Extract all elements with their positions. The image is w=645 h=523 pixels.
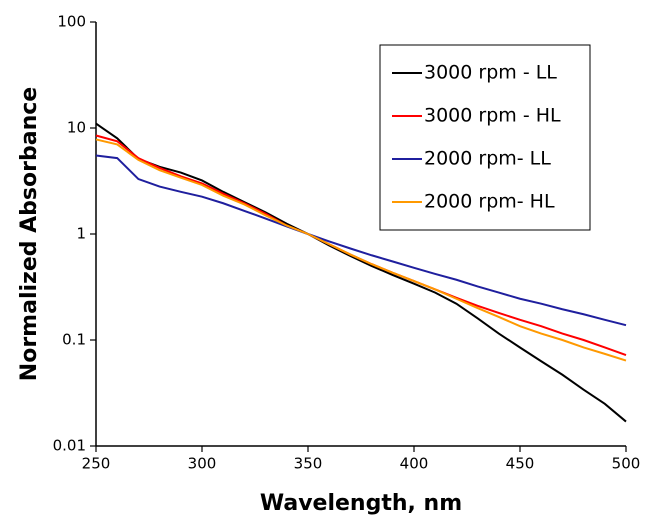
x-tick-label: 450 [506,455,535,473]
x-axis-title: Wavelength, nm [260,491,462,516]
x-tick-label: 300 [188,455,217,473]
x-tick-label: 500 [612,455,641,473]
x-tick-label: 400 [400,455,429,473]
legend-box [379,44,591,231]
legend-label: 3000 rpm - LL [424,62,557,84]
series-line [95,138,627,362]
y-tick-label: 0.01 [53,437,86,455]
x-tick-label: 250 [82,455,111,473]
y-tick-label: 10 [67,119,86,137]
series-line [95,154,627,327]
series-line [95,122,627,423]
y-tick-label: 0.1 [62,331,86,349]
legend-label: 3000 rpm - HL [424,105,561,127]
legend-label: 2000 rpm- HL [424,191,555,213]
legend-label: 2000 rpm- LL [424,148,551,170]
x-tick-label: 350 [294,455,323,473]
y-tick-label: 1 [76,225,86,243]
y-axis-title: Normalized Absorbance [17,87,42,381]
y-tick-label: 100 [57,13,86,31]
